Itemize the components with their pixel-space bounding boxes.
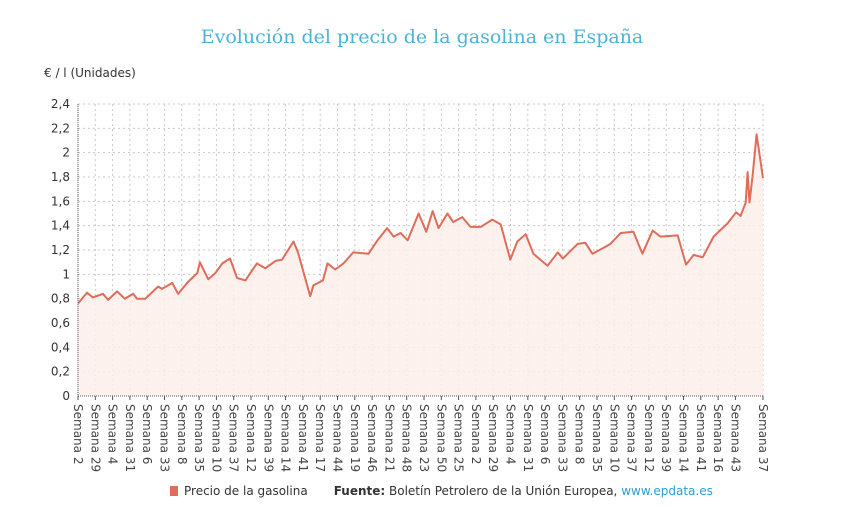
x-tick-label: Semana 46 xyxy=(365,404,379,472)
x-tick-label: Semana 33 xyxy=(158,404,172,472)
y-tick-label: 2,4 xyxy=(51,97,70,111)
x-tick-label: Semana 43 xyxy=(728,404,742,472)
x-tick-label: Semana 2 xyxy=(469,404,483,464)
y-tick-label: 0,4 xyxy=(51,340,70,354)
x-tick-label: Semana 48 xyxy=(400,404,414,472)
y-tick-label: 0 xyxy=(62,389,70,403)
legend-swatch xyxy=(170,486,178,496)
source-link[interactable]: www.epdata.es xyxy=(621,484,713,498)
x-tick-label: Semana 31 xyxy=(521,404,535,472)
x-tick-label: Semana 10 xyxy=(209,404,223,472)
x-tick-label: Semana 29 xyxy=(486,404,500,472)
x-tick-label: Semana 39 xyxy=(261,404,275,472)
y-tick-label: 1,8 xyxy=(51,170,70,184)
x-tick-label: Semana 6 xyxy=(140,404,154,464)
x-tick-label: Semana 17 xyxy=(313,404,327,472)
x-tick-label: Semana 23 xyxy=(417,404,431,472)
x-tick-label: Semana 39 xyxy=(659,404,673,472)
y-tick-label: 0,6 xyxy=(51,316,70,330)
x-tick-label: Semana 4 xyxy=(504,404,518,464)
x-tick-label: Semana 41 xyxy=(296,404,310,472)
y-tick-label: 2 xyxy=(62,146,70,160)
x-tick-label: Semana 21 xyxy=(382,404,396,472)
x-tick-label: Semana 37 xyxy=(625,404,639,472)
x-tick-label: Semana 44 xyxy=(331,404,345,472)
x-tick-label: Semana 14 xyxy=(279,404,293,472)
x-tick-label: Semana 37 xyxy=(227,404,241,472)
x-tick-label: Semana 14 xyxy=(677,404,691,472)
x-tick-label: Semana 35 xyxy=(192,404,206,472)
x-tick-label: Semana 2 xyxy=(71,404,85,464)
x-tick-label: Semana 33 xyxy=(555,404,569,472)
x-tick-label: Semana 31 xyxy=(123,404,137,472)
x-tick-label: Semana 8 xyxy=(175,404,189,464)
y-tick-label: 1,4 xyxy=(51,219,70,233)
y-tick-label: 0,2 xyxy=(51,365,70,379)
series-line xyxy=(77,133,764,305)
series-area xyxy=(78,134,763,396)
y-tick-label: 1 xyxy=(62,267,70,281)
x-tick-label: Semana 4 xyxy=(106,404,120,464)
x-tick-label: Semana 12 xyxy=(244,404,258,472)
x-tick-label: Semana 16 xyxy=(711,404,725,472)
y-tick-label: 2,2 xyxy=(51,121,70,135)
chart-title: Evolución del precio de la gasolina en E… xyxy=(200,26,644,48)
x-tick-label: Semana 50 xyxy=(434,404,448,472)
x-tick-label: Semana 8 xyxy=(573,404,587,464)
y-tick-label: 1,2 xyxy=(51,243,70,257)
source-label: Fuente: xyxy=(333,484,386,498)
x-tick-label: Semana 6 xyxy=(538,404,552,464)
x-tick-label: Semana 12 xyxy=(642,404,656,472)
source-note: Fuente: Boletín Petrolero de la Unión Eu… xyxy=(334,484,713,498)
legend: Precio de la gasolina Fuente: Boletín Pe… xyxy=(170,484,713,498)
y-tick-label: 0,8 xyxy=(51,292,70,306)
x-tick-label: Semana 10 xyxy=(607,404,621,472)
x-tick-label: Semana 19 xyxy=(348,404,362,472)
y-tick-label: 1,6 xyxy=(51,194,70,208)
legend-label[interactable]: Precio de la gasolina xyxy=(184,484,308,498)
source-text: Boletín Petrolero de la Unión Europea, xyxy=(385,484,622,498)
x-tick-label: Semana 29 xyxy=(88,404,102,472)
x-tick-label: Semana 37 xyxy=(756,404,770,472)
y-axis-label: € / l (Unidades) xyxy=(44,66,136,80)
x-tick-label: Semana 25 xyxy=(452,404,466,472)
x-tick-label: Semana 41 xyxy=(694,404,708,472)
x-tick-label: Semana 35 xyxy=(590,404,604,472)
